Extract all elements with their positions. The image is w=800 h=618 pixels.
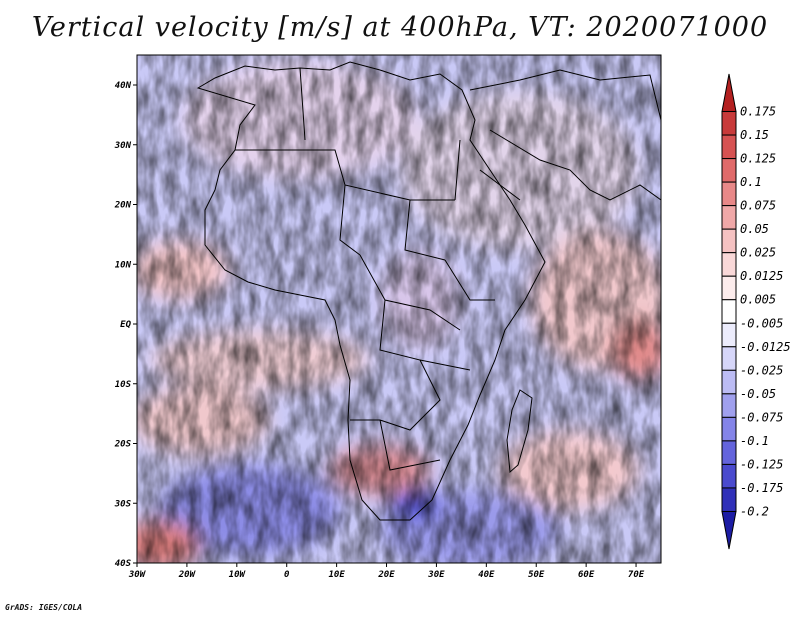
colorbar-swatch [721,158,737,183]
colorbar-swatch [721,252,737,277]
colorbar-label: 0.025 [740,246,776,260]
lon-tick-label: 70E [628,570,645,580]
colorbar-top-arrow [721,73,737,113]
lat-tick-label: 10S [115,380,132,390]
lat-tick-label: 40S [115,559,132,569]
colorbar-swatch [721,346,737,371]
lon-tick-label: 60E [578,570,595,580]
colorbar-label: -0.125 [740,457,783,471]
lat-tick-label: 30S [114,499,132,509]
lon-tick-label: 50E [528,570,545,580]
lat-tick-label: 20S [114,440,132,450]
colorbar-swatch [721,487,737,512]
colorbar-bottom-arrow [721,510,737,550]
lat-tick-label: 40N [115,81,132,91]
colorbar-swatch [721,111,737,136]
lon-tick-label: 40E [478,570,495,580]
lon-tick-label: 20W [178,570,197,580]
colorbar-swatch [721,134,737,160]
colorbar-swatch [721,205,737,230]
lon-tick-label: 10E [328,570,345,580]
colorbar-label: -0.05 [740,387,776,401]
colorbar-label: -0.005 [740,316,783,330]
colorbar-swatch [721,275,737,301]
country-borders [196,61,661,521]
colorbar-swatch [721,181,737,207]
lon-tick-label: 30E [427,570,445,580]
lon-tick-label: 20E [377,570,395,580]
colorbar-swatch [721,369,737,395]
lon-tick-label: 10W [229,570,247,580]
colorbar-label: -0.025 [740,363,783,377]
colorbar-label: -0.0125 [740,340,791,354]
colorbar: 0.175 0.15 0.125 0.1 0.075 0.05 0.025 0.0125 0.0… [721,73,791,550]
colorbar-swatch [721,299,737,324]
lon-tick-label: 30W [128,570,147,580]
lat-tick-label: 10N [115,260,132,270]
lon-tick-label: 0 [284,570,290,580]
colorbar-label: 0.175 [740,105,776,119]
chart-title: Vertical velocity [m/s] at 400hPa, VT: 2… [31,12,769,43]
colorbar-swatch [721,416,737,442]
colorbar-swatch [721,393,737,418]
colorbar-label: -0.175 [740,481,783,495]
colorbar-label: -0.2 [740,504,769,518]
colorbar-label: -0.1 [740,434,769,448]
map-axes: 30W 20W 10W 0 10E 20E 30E 40E 50E 60E 70E 40N 30N 20N… [114,81,645,580]
colorbar-label: -0.075 [740,410,783,424]
colorbar-label: 0.075 [740,199,776,213]
colorbar-swatch [721,440,737,465]
colorbar-label: 0.1 [740,175,762,189]
colorbar-label: 0.15 [740,128,769,142]
velocity-field [137,55,661,563]
colorbar-label: 0.125 [740,152,776,166]
colorbar-swatch [721,463,737,489]
footer-credit: GrADS: IGES/COLA [5,603,83,612]
colorbar-swatch [721,228,737,254]
lat-tick-label: EQ [120,320,131,330]
colorbar-label: 0.0125 [740,269,783,283]
lat-tick-label: 20N [114,201,132,211]
lat-tick-label: 30N [114,141,132,151]
map-frame [136,54,662,564]
colorbar-label: 0.005 [740,293,776,307]
colorbar-swatch [721,322,737,348]
colorbar-label: 0.05 [740,222,769,236]
